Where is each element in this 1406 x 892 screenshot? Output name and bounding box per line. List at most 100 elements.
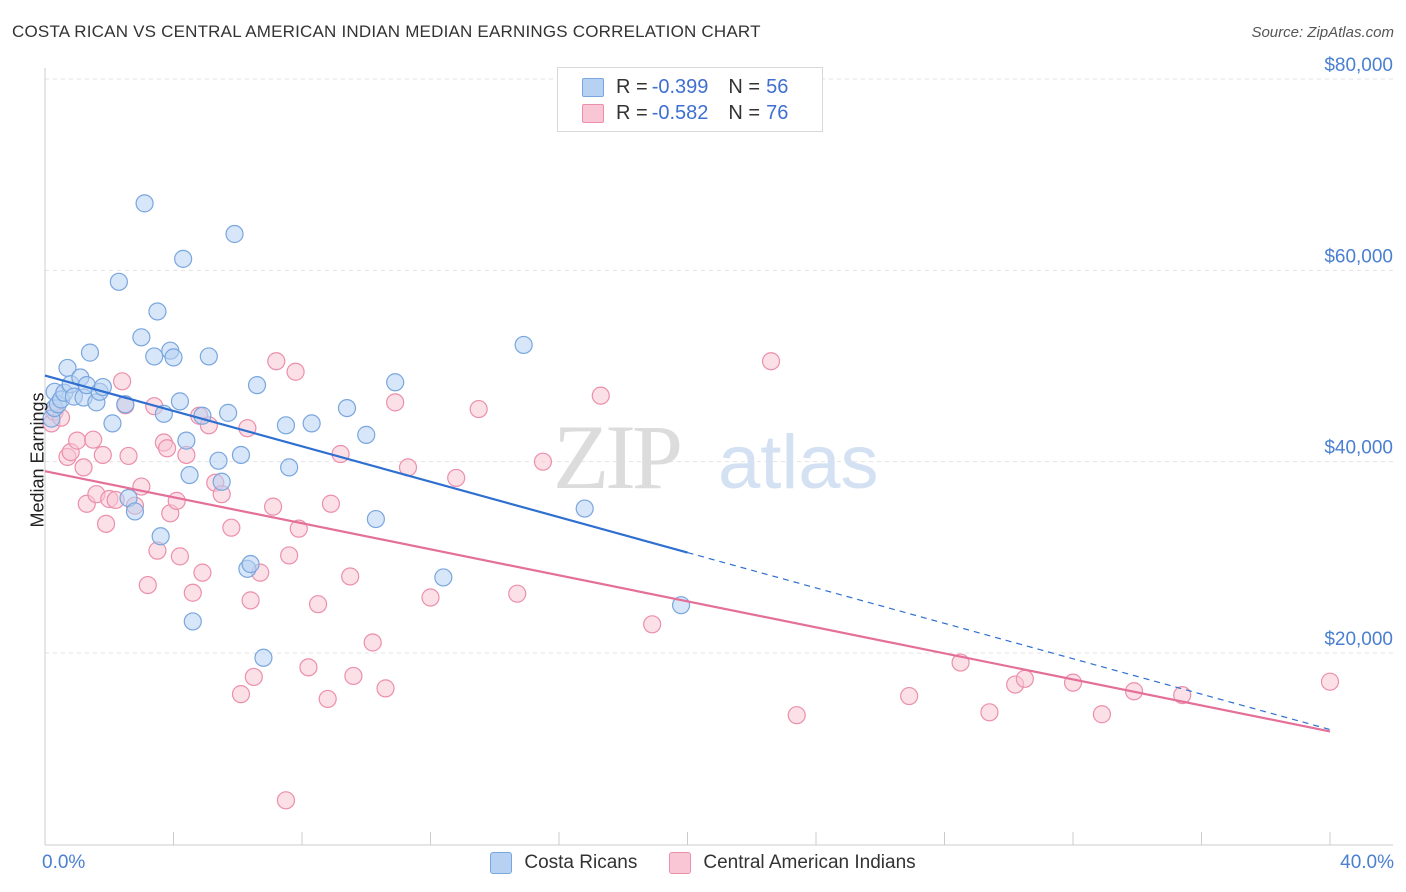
data-point <box>170 392 190 411</box>
trend-line-blue <box>44 374 688 554</box>
data-point <box>533 452 553 471</box>
data-point <box>183 583 202 602</box>
data-point <box>96 514 116 533</box>
data-point <box>308 595 328 614</box>
data-point <box>787 706 806 725</box>
legend-item-costa-ricans[interactable]: Costa Ricans <box>490 852 637 874</box>
data-point <box>138 575 157 595</box>
data-point <box>132 328 151 347</box>
data-point <box>276 791 296 810</box>
series-legend: Costa Ricans Central American Indians <box>0 852 1406 874</box>
data-point <box>357 425 376 444</box>
data-point <box>386 393 405 412</box>
data-point <box>514 335 533 355</box>
data-point <box>643 615 662 634</box>
legend-row-costa-ricans: R = -0.399 N = 56 <box>582 75 788 99</box>
data-point <box>341 567 360 586</box>
data-point <box>980 703 999 722</box>
legend-r-label: R = <box>616 101 648 124</box>
data-point <box>575 499 594 518</box>
legend-n-value: 76 <box>766 101 789 124</box>
y-tick-label: $20,000 <box>1324 629 1393 650</box>
data-point <box>1063 673 1083 692</box>
data-point <box>469 399 488 419</box>
legend-n-label: N = <box>728 101 761 124</box>
series-costa-ricans <box>42 194 691 667</box>
data-point <box>434 568 453 587</box>
data-point <box>219 403 238 422</box>
trend-lines <box>44 374 1331 733</box>
data-point <box>344 666 363 686</box>
data-point <box>280 546 299 565</box>
data-point <box>447 468 466 488</box>
data-point <box>177 431 196 450</box>
data-point <box>280 458 299 477</box>
data-point <box>170 547 190 566</box>
data-point <box>331 444 350 464</box>
data-point <box>238 419 257 438</box>
legend-swatch-blue <box>490 852 513 874</box>
data-point <box>145 347 164 366</box>
trend-line-extension-blue <box>687 551 1331 731</box>
data-point <box>174 249 193 268</box>
legend-label: Central American Indians <box>703 852 916 873</box>
y-tick-label: $40,000 <box>1324 438 1393 459</box>
data-point <box>199 347 218 366</box>
data-point <box>276 416 296 435</box>
data-point <box>321 494 341 513</box>
trend-line-pink <box>44 470 1331 733</box>
data-point <box>1015 669 1034 688</box>
data-point <box>376 679 395 698</box>
data-point <box>93 445 112 465</box>
data-point <box>74 458 93 477</box>
y-axis-label: Median Earnings <box>27 392 48 528</box>
data-point <box>222 518 241 537</box>
data-point <box>183 612 202 631</box>
legend-swatch-pink <box>669 852 692 874</box>
data-point <box>148 302 167 321</box>
data-point <box>84 430 103 449</box>
data-point <box>209 451 228 470</box>
legend-label: Costa Ricans <box>524 852 638 873</box>
data-point <box>103 414 122 433</box>
data-point <box>231 445 251 465</box>
data-point <box>267 352 286 371</box>
data-point <box>254 648 273 667</box>
data-point <box>1092 705 1112 724</box>
data-point <box>299 658 318 677</box>
legend-item-central-american-indians[interactable]: Central American Indians <box>669 852 916 874</box>
data-point <box>318 689 337 709</box>
data-point <box>286 362 305 381</box>
data-point <box>241 554 260 574</box>
data-point <box>80 343 100 362</box>
data-point <box>263 497 283 516</box>
watermark-atlas: atlas <box>718 420 879 505</box>
data-point <box>508 584 527 603</box>
data-point <box>167 491 186 510</box>
data-point <box>212 472 231 491</box>
data-point <box>119 446 138 466</box>
legend-swatch-pink <box>582 103 604 123</box>
data-point <box>157 439 177 458</box>
chart-title: COSTA RICAN VS CENTRAL AMERICAN INDIAN M… <box>12 22 761 41</box>
data-point <box>112 372 132 391</box>
data-point <box>241 591 260 610</box>
data-point <box>193 563 212 582</box>
data-point <box>761 352 781 371</box>
y-tick-label: $80,000 <box>1324 55 1393 76</box>
legend-r-value: -0.582 <box>651 101 709 124</box>
data-point <box>363 633 382 652</box>
data-point <box>591 386 610 405</box>
legend-r-value: -0.399 <box>651 75 709 98</box>
data-point <box>421 588 440 607</box>
legend-row-central-american-indians: R = -0.582 N = 76 <box>582 101 788 125</box>
data-point <box>337 398 357 418</box>
legend-n-value: 56 <box>766 75 789 98</box>
source-label: Source: ZipAtlas.com <box>1251 24 1394 41</box>
data-point <box>180 465 199 485</box>
legend-r-label: R = <box>616 75 648 98</box>
series-central-american-indians <box>42 352 1340 810</box>
data-point <box>1320 672 1340 691</box>
axes <box>44 68 1393 846</box>
